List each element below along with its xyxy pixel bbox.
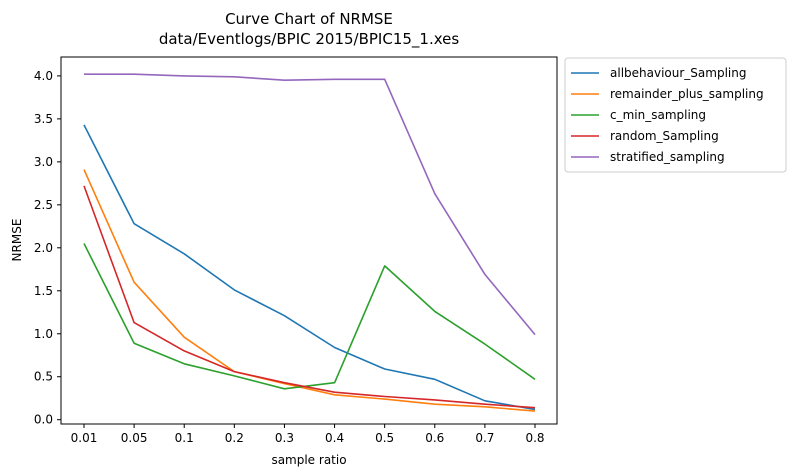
y-tick-label: 1.5: [34, 284, 53, 298]
y-tick-label: 2.5: [34, 198, 53, 212]
y-tick-label: 4.0: [34, 69, 53, 83]
legend: allbehaviour_Sampling remainder_plus_samp…: [564, 57, 787, 173]
x-tick-label: 0.8: [525, 431, 544, 445]
x-tick-label: 0.01: [71, 431, 98, 445]
series-line-allbehaviour_Sampling: [83, 124, 536, 411]
x-tick-label: 0.3: [275, 431, 294, 445]
series-line-remainder_plus_sampling: [83, 169, 536, 412]
chart-title: Curve Chart of NRMSE: [225, 10, 393, 28]
x-tick-label: 0.1: [175, 431, 194, 445]
legend-frame: [564, 57, 787, 173]
legend-label: stratified_sampling: [610, 150, 725, 164]
x-tick-label: 0.6: [425, 431, 444, 445]
x-tick-label: 0.4: [325, 431, 344, 445]
y-tick-label: 1.0: [34, 327, 53, 341]
x-axis-ticks: 0.01 0.05 0.1 0.2 0.3 0.4 0.5 0.6 0.7 0.8: [71, 424, 545, 445]
legend-label: remainder_plus_sampling: [610, 87, 764, 101]
plot-series: [83, 73, 536, 412]
series-line-c_min_sampling: [83, 243, 536, 390]
legend-label: random_Sampling: [610, 129, 719, 143]
x-tick-label: 0.05: [121, 431, 148, 445]
x-tick-label: 0.5: [375, 431, 394, 445]
legend-label: allbehaviour_Sampling: [610, 66, 746, 80]
y-tick-label: 0.5: [34, 370, 53, 384]
plot-frame: [60, 56, 558, 425]
x-axis-label: sample ratio: [271, 453, 346, 467]
y-tick-label: 0.0: [34, 413, 53, 427]
x-tick-label: 0.2: [225, 431, 244, 445]
legend-label: c_min_sampling: [610, 108, 706, 122]
y-axis-ticks: 0.0 0.5 1.0 1.5 2.0 2.5 3.0 3.5 4.0: [34, 69, 61, 427]
series-line-random_Sampling: [83, 185, 536, 409]
y-axis-label: NRMSE: [10, 219, 24, 262]
y-tick-label: 3.5: [34, 112, 53, 126]
y-tick-label: 3.0: [34, 155, 53, 169]
chart-subtitle: data/Eventlogs/BPIC 2015/BPIC15_1.xes: [159, 30, 460, 49]
y-tick-label: 2.0: [34, 241, 53, 255]
series-line-stratified_sampling: [84, 73, 536, 336]
x-tick-label: 0.7: [475, 431, 494, 445]
